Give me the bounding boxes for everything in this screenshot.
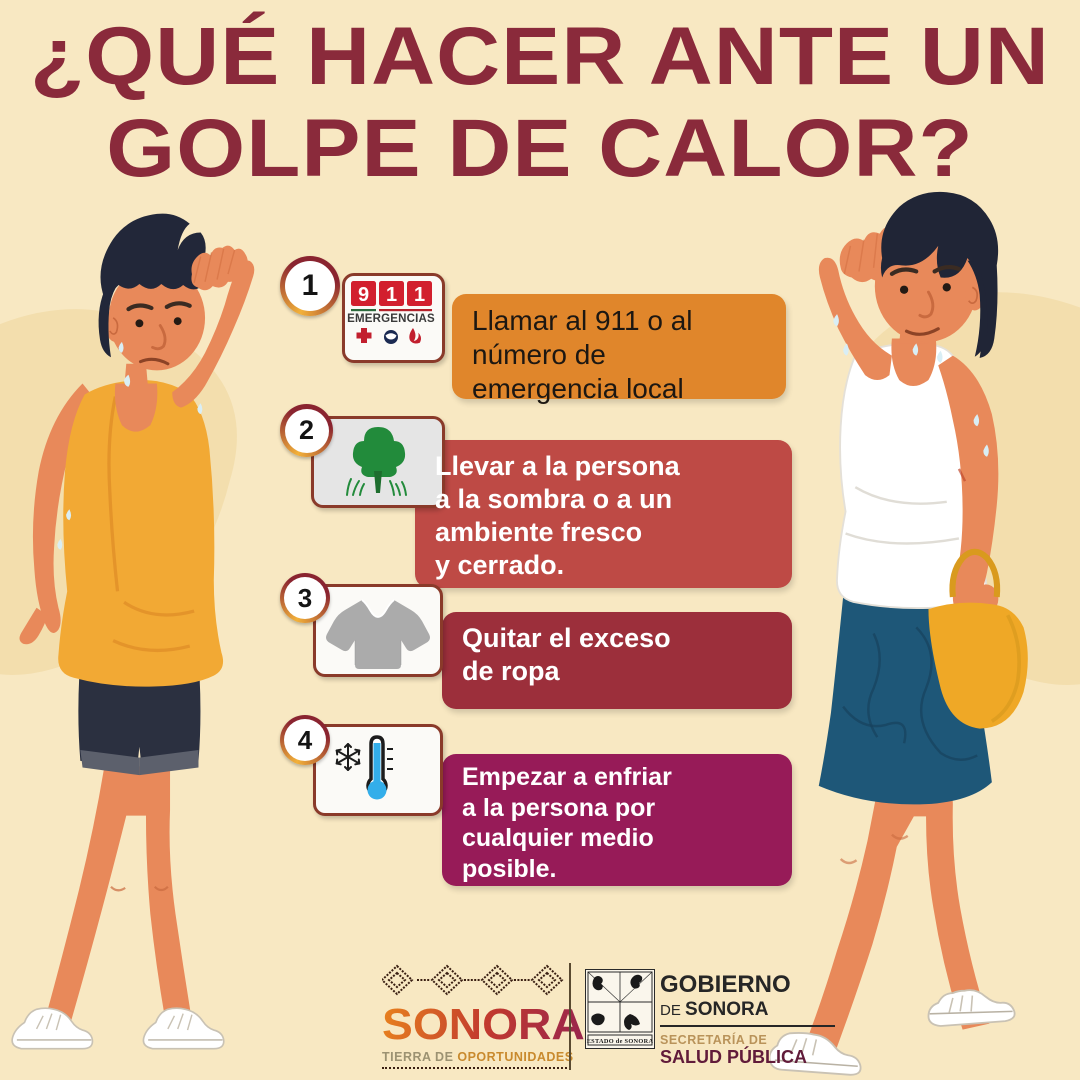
svg-text:9: 9 — [358, 284, 369, 306]
svg-text:EMERGENCIAS: EMERGENCIAS — [347, 313, 435, 325]
svg-text:1: 1 — [386, 284, 397, 306]
svg-text:ESTADO de SONORA: ESTADO de SONORA — [587, 1038, 654, 1045]
svg-text:1: 1 — [414, 284, 425, 306]
